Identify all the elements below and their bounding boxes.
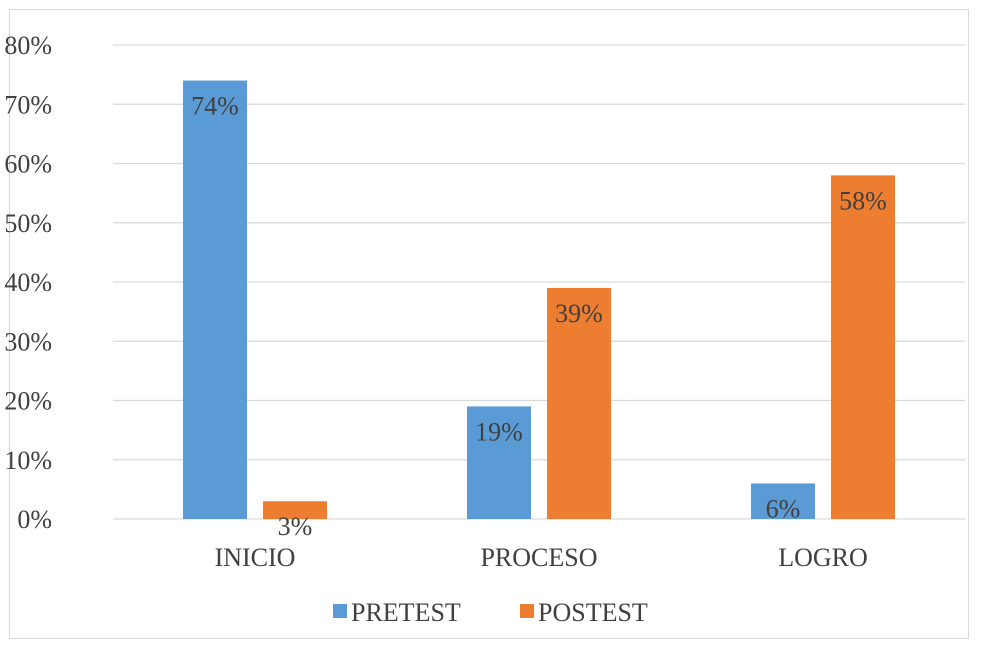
- y-tick-label: 50%: [4, 209, 52, 238]
- y-tick-label: 30%: [4, 327, 52, 356]
- y-tick-label: 20%: [4, 387, 52, 416]
- y-tick-label: 40%: [4, 268, 52, 297]
- bars: [183, 80, 895, 520]
- y-tick-label: 80%: [4, 31, 52, 60]
- bar-pretest-proceso: [467, 406, 531, 519]
- bar-postest-proceso: [547, 287, 611, 519]
- legend-swatch-postest: [520, 604, 534, 618]
- data-label: 39%: [555, 299, 603, 328]
- bar-postest-inicio: [263, 501, 327, 519]
- chart-frame: [9, 9, 969, 639]
- legend-label-postest: POSTEST: [538, 598, 648, 627]
- y-tick-label: 0%: [17, 505, 52, 534]
- x-category-label: INICIO: [215, 543, 296, 572]
- bar-pretest-inicio: [183, 80, 247, 520]
- data-label: 3%: [278, 512, 313, 541]
- y-tick-label: 70%: [4, 90, 52, 119]
- x-axis: INICIO PROCESO LOGRO: [215, 543, 868, 572]
- x-category-label: PROCESO: [480, 543, 597, 572]
- y-tick-label: 10%: [4, 446, 52, 475]
- data-label: 19%: [475, 417, 523, 446]
- bar-pretest-logro: [751, 483, 815, 519]
- y-axis: 0% 10% 20% 30% 40% 50% 60% 70% 80%: [4, 31, 52, 534]
- legend: PRETEST POSTEST: [333, 598, 648, 627]
- y-tick-label: 60%: [4, 150, 52, 179]
- gridlines: [113, 44, 965, 520]
- data-label: 58%: [839, 186, 887, 215]
- data-labels: 74% 3% 19% 39% 6% 58%: [191, 92, 887, 542]
- bar-postest-logro: [831, 175, 895, 519]
- x-category-label: LOGRO: [778, 543, 868, 572]
- data-label: 6%: [766, 494, 801, 523]
- legend-swatch-pretest: [333, 604, 347, 618]
- data-label: 74%: [191, 92, 239, 121]
- legend-label-pretest: PRETEST: [351, 598, 461, 627]
